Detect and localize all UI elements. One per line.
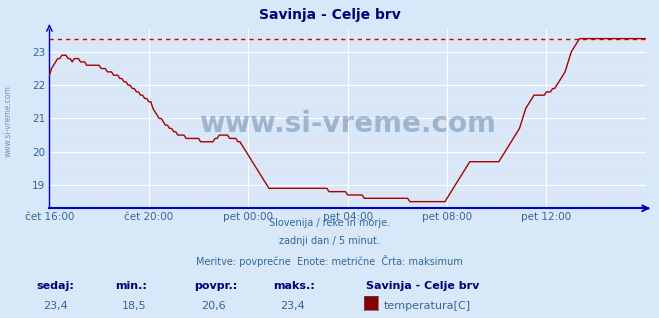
Text: 23,4: 23,4 — [43, 301, 68, 310]
Text: povpr.:: povpr.: — [194, 281, 238, 291]
Text: temperatura[C]: temperatura[C] — [384, 301, 471, 310]
Text: 20,6: 20,6 — [201, 301, 225, 310]
Text: Savinja - Celje brv: Savinja - Celje brv — [258, 8, 401, 22]
Text: Savinja - Celje brv: Savinja - Celje brv — [366, 281, 479, 291]
Text: sedaj:: sedaj: — [36, 281, 74, 291]
Text: Slovenija / reke in morje.: Slovenija / reke in morje. — [269, 218, 390, 228]
Text: maks.:: maks.: — [273, 281, 315, 291]
Text: min.:: min.: — [115, 281, 147, 291]
Text: 23,4: 23,4 — [280, 301, 305, 310]
Text: www.si-vreme.com: www.si-vreme.com — [3, 85, 13, 157]
Text: www.si-vreme.com: www.si-vreme.com — [199, 110, 496, 138]
Text: Meritve: povprečne  Enote: metrične  Črta: maksimum: Meritve: povprečne Enote: metrične Črta:… — [196, 255, 463, 267]
Text: 18,5: 18,5 — [122, 301, 146, 310]
Text: zadnji dan / 5 minut.: zadnji dan / 5 minut. — [279, 236, 380, 246]
